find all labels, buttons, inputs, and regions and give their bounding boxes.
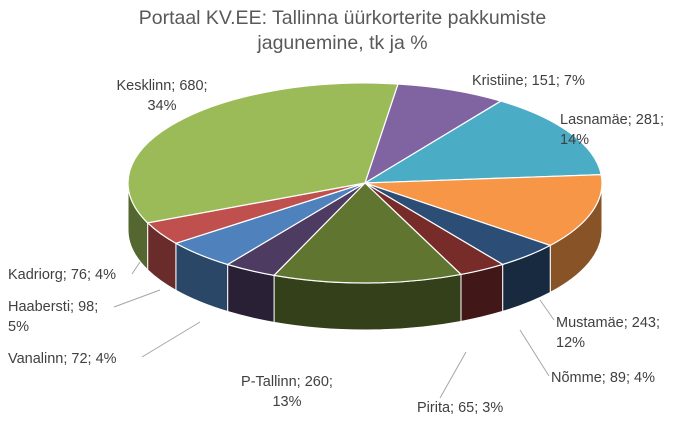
pie-slice-kristiine: [363, 83, 503, 185]
leader-line-nõmme: [519, 329, 550, 377]
chart-title-line-1: Portaal KV.EE: Tallinna üürkorterite pak…: [138, 7, 547, 29]
data-label-kesklinn-line-1: Kesklinn; 680;: [116, 78, 207, 94]
data-label-mustamäe-line-2: 12%: [556, 335, 585, 351]
leader-line-mustamäe: [539, 299, 555, 321]
data-label-nõmme-line-1: Nõmme; 89; 4%: [551, 370, 655, 386]
leader-line-vanalinn: [141, 321, 201, 358]
leader-line-haabersti: [113, 289, 161, 308]
data-label-pirita-line-1: Pirita; 65; 3%: [417, 400, 503, 416]
chart-title-line-2: jagunemine, tk ja %: [257, 32, 428, 54]
pie-slice-p-tallinn: [272, 182, 463, 284]
data-label-kesklinn-line-2: 34%: [147, 98, 176, 114]
data-label-vanalinn-line-1: Vanalinn; 72; 4%: [8, 351, 117, 367]
data-label-lasnamäe-line-1: Lasnamäe; 281;: [560, 112, 664, 128]
pie-tops: [127, 82, 603, 284]
chart-title: Portaal KV.EE: Tallinna üürkorterite pak…: [0, 6, 685, 56]
data-label-haabersti-line-1: Haabersti; 98;: [8, 299, 98, 315]
data-label-p-tallinn-line-2: 13%: [272, 394, 301, 410]
data-label-lasnamäe-line-2: 14%: [560, 132, 589, 148]
data-label-kristiine-line-1: Kristiine; 151; 7%: [472, 73, 585, 89]
data-labels: Kristiine; 151; 7% Lasnamäe; 281; 14% Musta…: [8, 73, 664, 416]
data-label-haabersti-line-2: 5%: [8, 319, 29, 335]
data-label-p-tallinn-line-1: P-Tallinn; 260;: [241, 374, 333, 390]
pie-slice-kesklinn: [127, 82, 399, 224]
leader-line-pirita: [439, 351, 467, 399]
data-label-kadriorg-line-1: Kadriorg; 76; 4%: [8, 267, 116, 283]
pie-slice-lasnamäe: [362, 100, 602, 184]
data-label-mustamäe-line-1: Mustamäe; 243;: [556, 315, 660, 331]
leader-line-kadriorg: [131, 261, 141, 275]
pie-slice-mustamäe: [364, 173, 603, 247]
